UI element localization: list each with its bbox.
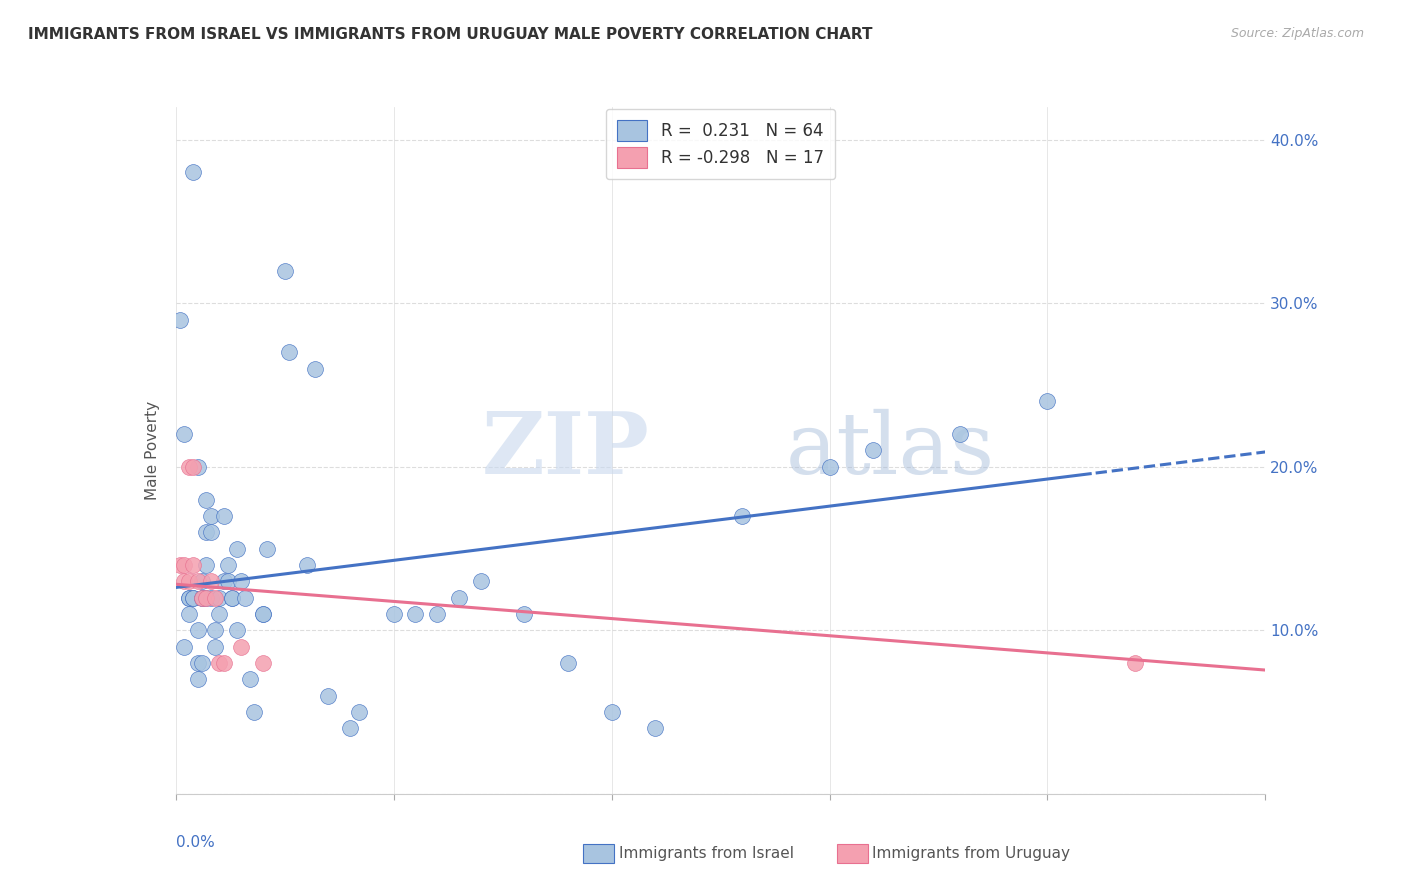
Point: [200, 591, 222, 605]
Point: [173, 574, 195, 589]
Point: [217, 574, 239, 589]
Point: [191, 591, 214, 605]
Point: [731, 508, 754, 523]
Point: [862, 443, 884, 458]
Point: [339, 722, 361, 736]
Point: [243, 705, 266, 719]
Point: [239, 673, 262, 687]
Text: IMMIGRANTS FROM ISRAEL VS IMMIGRANTS FROM URUGUAY MALE POVERTY CORRELATION CHART: IMMIGRANTS FROM ISRAEL VS IMMIGRANTS FRO…: [28, 27, 873, 42]
Point: [169, 312, 191, 326]
Point: [208, 656, 231, 670]
Text: Immigrants from Israel: Immigrants from Israel: [619, 847, 793, 861]
Point: [208, 591, 231, 605]
Point: [191, 591, 214, 605]
Point: [235, 591, 257, 605]
Point: [195, 525, 218, 540]
Point: [181, 459, 204, 474]
Point: [252, 607, 274, 621]
Point: [382, 607, 405, 621]
Point: [225, 624, 247, 638]
Point: [191, 656, 214, 670]
Point: [221, 591, 243, 605]
Point: [177, 574, 200, 589]
Point: [177, 459, 200, 474]
Point: [177, 607, 200, 621]
Point: [513, 607, 536, 621]
Point: [318, 689, 340, 703]
Point: [181, 558, 204, 572]
Point: [295, 558, 318, 572]
Point: [818, 459, 841, 474]
Point: [278, 345, 301, 359]
Point: [200, 508, 222, 523]
Point: [181, 591, 204, 605]
Point: [221, 591, 243, 605]
Point: [204, 640, 226, 654]
Point: [200, 574, 222, 589]
Point: [1036, 394, 1059, 409]
Point: [1123, 656, 1146, 670]
Point: [600, 705, 623, 719]
Point: [557, 656, 579, 670]
Point: [274, 263, 297, 277]
Text: ZIP: ZIP: [482, 409, 650, 492]
Point: [186, 656, 209, 670]
Point: [405, 607, 427, 621]
Point: [195, 558, 218, 572]
Point: [200, 525, 222, 540]
Point: [256, 541, 278, 556]
Point: [252, 607, 274, 621]
Point: [447, 591, 470, 605]
Point: [231, 574, 253, 589]
Point: [173, 427, 195, 442]
Point: [231, 640, 253, 654]
Point: [204, 591, 226, 605]
Point: [225, 541, 247, 556]
Text: Immigrants from Uruguay: Immigrants from Uruguay: [872, 847, 1070, 861]
Point: [186, 459, 209, 474]
Y-axis label: Male Poverty: Male Poverty: [145, 401, 160, 500]
Point: [204, 624, 226, 638]
Point: [304, 361, 326, 376]
Point: [191, 574, 214, 589]
Point: [949, 427, 972, 442]
Point: [212, 656, 235, 670]
Point: [470, 574, 492, 589]
Point: [177, 591, 200, 605]
Legend: R =  0.231   N = 64, R = -0.298   N = 17: R = 0.231 N = 64, R = -0.298 N = 17: [606, 109, 835, 179]
Point: [426, 607, 449, 621]
Text: atlas: atlas: [786, 409, 995, 492]
Point: [173, 558, 195, 572]
Point: [195, 591, 218, 605]
Point: [186, 624, 209, 638]
Text: Source: ZipAtlas.com: Source: ZipAtlas.com: [1230, 27, 1364, 40]
Point: [195, 492, 218, 507]
Text: 0.0%: 0.0%: [176, 835, 215, 850]
Point: [186, 673, 209, 687]
Point: [212, 508, 235, 523]
Point: [191, 591, 214, 605]
Point: [195, 591, 218, 605]
Point: [177, 591, 200, 605]
Point: [181, 165, 204, 179]
Point: [181, 591, 204, 605]
Point: [169, 558, 191, 572]
Point: [217, 558, 239, 572]
Point: [252, 656, 274, 670]
Point: [347, 705, 370, 719]
Point: [173, 640, 195, 654]
Point: [644, 722, 666, 736]
Point: [186, 574, 209, 589]
Point: [212, 574, 235, 589]
Point: [208, 607, 231, 621]
